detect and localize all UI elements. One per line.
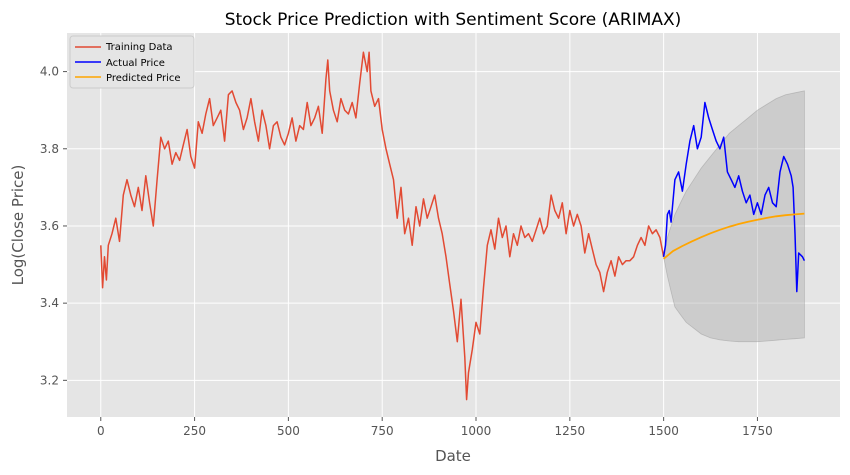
- plot-area: [67, 33, 840, 417]
- legend-box: [69, 35, 195, 89]
- x-tick-label: 1750: [742, 424, 773, 438]
- x-axis-label: Date: [435, 447, 471, 465]
- legend-label-predicted: Predicted Price: [106, 73, 181, 84]
- y-tick-label: 4.0: [40, 65, 59, 79]
- y-tick-label: 3.6: [40, 219, 59, 233]
- y-axis-label: Log(Close Price): [9, 165, 27, 286]
- x-tick-label: 750: [371, 424, 394, 438]
- x-tick-label: 1000: [461, 424, 492, 438]
- y-tick-label: 3.2: [40, 373, 59, 387]
- legend-label-training: Training Data: [105, 42, 173, 53]
- y-tick-label: 3.8: [40, 142, 59, 156]
- axis-ticks: 0 250 500 750 1000 1250 1500 1750 3.2 3.4 3.6 3.8 4.…: [40, 65, 773, 438]
- series-training-line: [100, 51, 665, 401]
- grid: [67, 33, 840, 417]
- legend-label-actual: Actual Price: [106, 58, 165, 69]
- y-tick-label: 3.4: [40, 296, 59, 310]
- legend: Training Data Actual Price Predicted Pri…: [69, 35, 195, 89]
- x-tick-label: 0: [97, 424, 105, 438]
- series-actual-line: [662, 101, 806, 293]
- x-tick-label: 1250: [555, 424, 586, 438]
- x-tick-label: 1500: [648, 424, 679, 438]
- series-lines: [100, 51, 806, 401]
- x-tick-label: 250: [183, 424, 206, 438]
- confidence-band: [663, 90, 805, 343]
- chart-title: Stock Price Prediction with Sentiment Sc…: [225, 10, 682, 30]
- series-predicted-line: [663, 212, 805, 260]
- x-tick-label: 500: [277, 424, 300, 438]
